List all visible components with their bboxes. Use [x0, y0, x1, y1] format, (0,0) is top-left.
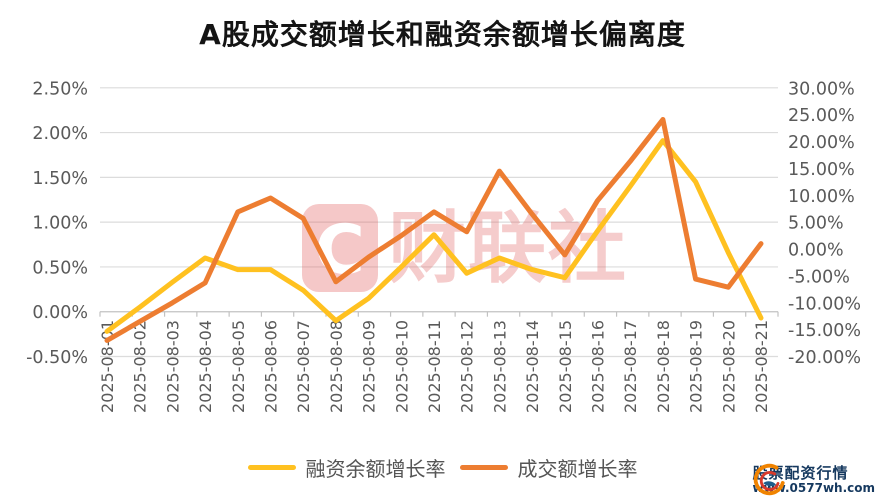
- y-axis-label-left: 2.00%: [32, 124, 88, 144]
- x-axis-label: 2025-08-15: [556, 320, 575, 413]
- y-axis-label-right: 5.00%: [788, 214, 844, 234]
- y-axis-label-right: -20.00%: [788, 348, 861, 368]
- x-axis-label: 2025-08-12: [458, 320, 477, 413]
- series-line-turnover: [104, 117, 764, 343]
- x-axis-label: 2025-08-08: [327, 320, 346, 413]
- x-axis-label: 2025-08-04: [196, 320, 215, 413]
- x-axis-label: 2025-08-09: [360, 320, 379, 413]
- x-axis-label: 2025-08-21: [752, 320, 771, 413]
- legend-label: 融资余额增长率: [305, 457, 446, 481]
- y-axis-label-right: 30.00%: [788, 79, 855, 99]
- x-axis-label: 2025-08-13: [490, 320, 509, 413]
- x-axis-label: 2025-08-20: [719, 320, 738, 413]
- y-axis-label-left: 0.00%: [32, 303, 88, 323]
- legend-item-financing-balance: 融资余额增长率: [247, 453, 446, 482]
- watermark-badge: [302, 204, 378, 292]
- phoenix-swirl-icon: [753, 463, 785, 496]
- y-axis-label-left: 1.00%: [32, 214, 88, 234]
- x-axis-label: 2025-08-02: [131, 320, 150, 413]
- y-axis-label-right: 10.00%: [788, 187, 855, 207]
- series-layer: [104, 117, 764, 343]
- x-axis-label: 2025-08-17: [621, 320, 640, 413]
- legend-label: 成交额增长率: [517, 457, 638, 481]
- y-axis-label-left: 1.50%: [32, 169, 88, 189]
- legend-swatch-orange-line: [459, 465, 508, 470]
- legend-swatch-yellow-line: [247, 465, 296, 470]
- chart-title: A股成交额增长和融资余额增长偏离度: [199, 18, 686, 51]
- y-axis-label-right: -5.00%: [788, 267, 850, 287]
- x-axis-label: 2025-08-01: [98, 320, 117, 413]
- y-axis-label-left: 2.50%: [32, 79, 88, 99]
- x-axis-label: 2025-08-03: [163, 320, 182, 413]
- x-axis-label: 2025-08-05: [229, 320, 248, 413]
- x-axis-label: 2025-08-16: [589, 320, 608, 413]
- y-axis-label-right: -15.00%: [788, 321, 861, 341]
- legend-item-turnover: 成交额增长率: [459, 453, 638, 482]
- series-line-financing-balance: [104, 138, 764, 334]
- y-axis-label-left: 0.50%: [32, 258, 88, 278]
- site-logo: 股票配资行情 www.0577wh.com: [748, 462, 879, 498]
- x-axis-label: 2025-08-10: [392, 320, 411, 413]
- x-axis-label: 2025-08-06: [262, 320, 281, 413]
- grid-layer: 2.50% 2.00% 1.50% 1.00% 0.50% 0.00% -0.50% 30.0…: [26, 79, 861, 413]
- x-axis-label: 2025-08-07: [294, 320, 313, 413]
- y-axis-label-right: 20.00%: [788, 133, 855, 153]
- x-axis-label: 2025-08-14: [523, 320, 542, 413]
- watermark-layer: C 财联社: [302, 204, 626, 294]
- x-axis-label: 2025-08-18: [654, 320, 673, 413]
- y-axis-label-right: 0.00%: [788, 241, 844, 261]
- y-axis-label-right: 25.00%: [788, 106, 855, 126]
- chart-legend: 融资余额增长率 成交额增长率: [0, 453, 885, 482]
- y-axis-label-right: -10.00%: [788, 294, 861, 314]
- y-axis-label-left: -0.50%: [26, 348, 88, 368]
- y-axis-label-right: 15.00%: [788, 160, 855, 180]
- x-axis-label: 2025-08-11: [425, 320, 444, 413]
- x-axis-label: 2025-08-19: [687, 320, 706, 413]
